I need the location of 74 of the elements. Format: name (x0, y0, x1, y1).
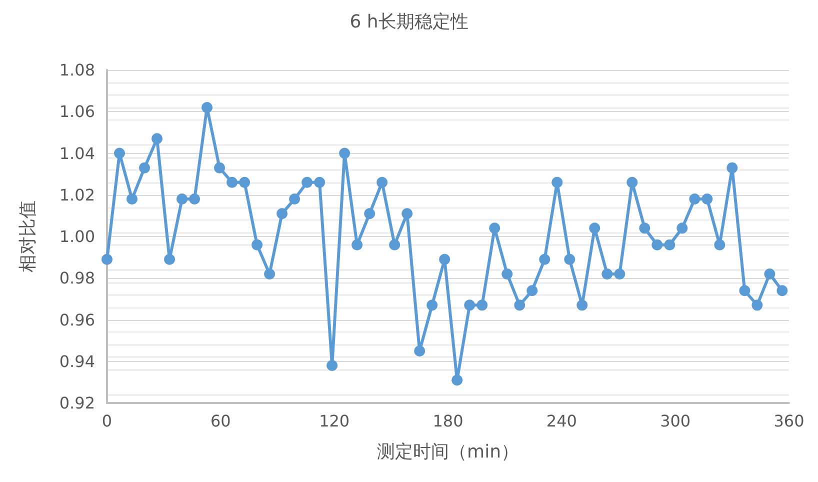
x-axis-title: 测定时间（min） (377, 442, 519, 462)
point (726, 162, 738, 174)
point (364, 208, 376, 220)
x-tick-label: 300 (660, 412, 691, 430)
x-tick-label: 240 (546, 412, 577, 430)
x-tick-label: 0 (102, 412, 112, 430)
point (526, 285, 538, 296)
point (739, 285, 750, 296)
y-tick-label: 0.96 (59, 310, 95, 330)
point (202, 102, 213, 113)
point (714, 239, 726, 250)
point (489, 222, 500, 234)
x-tick-label: 60 (210, 412, 231, 430)
point (652, 239, 663, 250)
x-tick-label: 360 (774, 412, 804, 430)
point (439, 254, 450, 265)
y-tick-label: 0.98 (59, 268, 95, 288)
point (614, 268, 626, 280)
point (114, 148, 126, 159)
point (752, 300, 763, 311)
point (776, 285, 788, 296)
point (589, 222, 600, 234)
point (352, 239, 363, 250)
point (376, 176, 388, 188)
point (576, 300, 588, 311)
point (452, 374, 463, 386)
point (314, 176, 326, 188)
point (139, 162, 150, 174)
point (502, 268, 513, 280)
point (676, 222, 688, 234)
point (214, 162, 226, 174)
point (226, 176, 238, 188)
point (252, 239, 263, 250)
point (514, 300, 526, 311)
point (164, 254, 176, 265)
point (264, 268, 276, 280)
y-tick-label: 1.00 (59, 227, 95, 246)
point (402, 208, 413, 220)
point (189, 194, 200, 205)
point (539, 254, 550, 265)
point (289, 194, 300, 205)
point (302, 176, 313, 188)
point (389, 239, 400, 250)
y-tick-label: 0.94 (59, 352, 95, 371)
y-axis-title: 相对比值 (18, 200, 38, 272)
point (764, 268, 776, 280)
point (152, 133, 163, 144)
point (339, 148, 350, 159)
point (476, 300, 488, 311)
point (126, 194, 138, 205)
point (276, 208, 288, 220)
y-tick-label: 1.08 (59, 60, 95, 80)
point (176, 194, 188, 205)
point (639, 222, 650, 234)
point (552, 176, 563, 188)
y-tick-label: 1.06 (59, 102, 95, 122)
x-tick-label: 180 (432, 412, 464, 430)
chart-title: 6 h长期稳定性 (350, 12, 468, 32)
y-tick-label: 0.92 (59, 394, 95, 412)
point (602, 268, 613, 280)
point (564, 254, 576, 265)
y-tick-label: 1.04 (59, 144, 95, 163)
point (102, 254, 112, 265)
point (702, 194, 713, 205)
x-tick-label: 120 (319, 412, 350, 430)
point (326, 360, 338, 372)
point (426, 300, 438, 311)
point (239, 176, 250, 188)
point (414, 345, 426, 356)
point (664, 239, 676, 250)
point (626, 176, 638, 188)
point (689, 194, 700, 205)
point (464, 300, 476, 311)
y-tick-label: 1.02 (59, 185, 95, 204)
